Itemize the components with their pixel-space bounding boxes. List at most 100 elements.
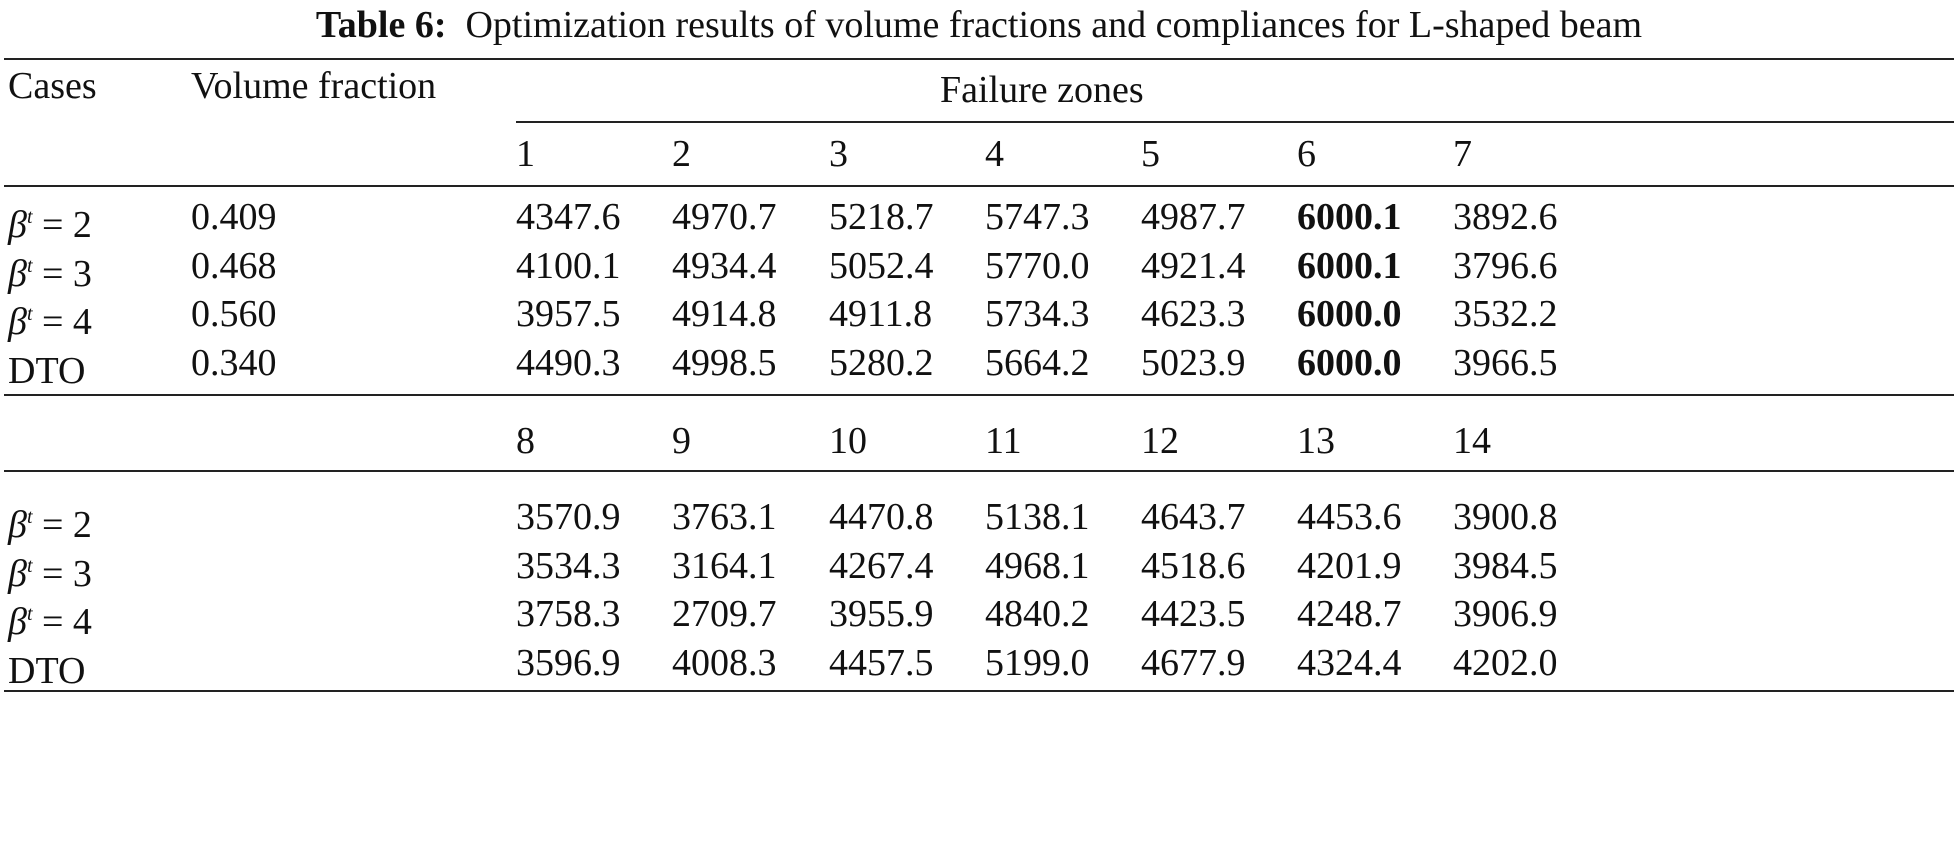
compliance-cell: 3984.5: [1453, 545, 1558, 587]
compliance-cell: 5023.9: [1141, 342, 1246, 384]
compliance-cell: 4998.5: [672, 342, 777, 384]
case-symbol: β: [8, 601, 27, 643]
compliance-cell: 4987.7: [1141, 196, 1246, 238]
caption-label: Table 6:: [315, 4, 447, 46]
compliance-cell: 3955.9: [829, 593, 934, 635]
compliance-cell: 4470.8: [829, 496, 934, 538]
compliance-cell: 3892.6: [1453, 196, 1558, 238]
compliance-cell: 3900.8: [1453, 496, 1558, 538]
compliance-cell: 3534.3: [516, 545, 621, 587]
volume-fraction-cell: 0.340: [191, 342, 277, 384]
zone-header: 6: [1297, 133, 1316, 175]
caption-text: Optimization results of volume fractions…: [465, 4, 1643, 46]
zone-header: 3: [829, 133, 848, 175]
compliance-cell: 5199.0: [985, 642, 1090, 684]
volume-fraction-cell: 0.409: [191, 196, 277, 238]
compliance-cell: 4324.4: [1297, 642, 1402, 684]
case-value: = 3: [32, 253, 92, 295]
case-superscript: t: [26, 255, 33, 277]
compliance-cell: 5138.1: [985, 496, 1090, 538]
case-value: = 4: [32, 601, 92, 643]
top-rule: [4, 58, 1954, 60]
compliance-cell: 3164.1: [672, 545, 777, 587]
mid-header-bottom-rule: [4, 470, 1954, 472]
case-superscript: t: [26, 603, 33, 625]
compliance-cell: 2709.7: [672, 593, 777, 635]
case-superscript: t: [26, 506, 33, 528]
compliance-cell: 4968.1: [985, 545, 1090, 587]
compliance-cell: 4921.4: [1141, 245, 1246, 287]
bottom-rule: [4, 690, 1954, 692]
compliance-cell: 4840.2: [985, 593, 1090, 635]
compliance-cell: 4518.6: [1141, 545, 1246, 587]
zone-header: 7: [1453, 133, 1472, 175]
compliance-cell: 3796.6: [1453, 245, 1558, 287]
compliance-cell: 4267.4: [829, 545, 934, 587]
zone-header: 13: [1297, 420, 1335, 462]
compliance-cell: 4643.7: [1141, 496, 1246, 538]
case-label: DTO: [8, 340, 85, 394]
case-value: = 2: [32, 204, 92, 246]
case-superscript: t: [26, 555, 33, 577]
compliance-cell: 4008.3: [672, 642, 777, 684]
compliance-cell: 3758.3: [516, 593, 621, 635]
compliance-cell: 5052.4: [829, 245, 934, 287]
compliance-cell: 5734.3: [985, 293, 1090, 335]
compliance-cell: 3532.2: [1453, 293, 1558, 335]
compliance-cell: 5280.2: [829, 342, 934, 384]
compliance-cell: 4623.3: [1141, 293, 1246, 335]
compliance-cell: 3957.5: [516, 293, 621, 335]
case-label: βt = 4: [8, 591, 92, 645]
zone-header: 14: [1453, 420, 1491, 462]
compliance-cell: 4911.8: [829, 293, 933, 335]
failure-zones-underline: [516, 121, 1954, 123]
compliance-cell: 4490.3: [516, 342, 621, 384]
case-label: DTO: [8, 640, 85, 694]
zone-header: 11: [985, 420, 1022, 462]
case-label: βt = 2: [8, 194, 92, 248]
zone-header: 2: [672, 133, 691, 175]
zone-header: 9: [672, 420, 691, 462]
zone-header: 10: [829, 420, 867, 462]
compliance-cell: 6000.1: [1297, 245, 1402, 287]
case-value: = 2: [32, 504, 92, 546]
case-symbol: β: [8, 504, 27, 546]
case-value: = 3: [32, 553, 92, 595]
case-label: βt = 2: [8, 494, 92, 548]
case-label: βt = 4: [8, 291, 92, 345]
compliance-cell: 4100.1: [516, 245, 621, 287]
compliance-cell: 4457.5: [829, 642, 934, 684]
compliance-cell: 4248.7: [1297, 593, 1402, 635]
header-cases: Cases: [8, 65, 97, 107]
case-superscript: t: [26, 303, 33, 325]
compliance-cell: 4202.0: [1453, 642, 1558, 684]
compliance-cell: 4914.8: [672, 293, 777, 335]
header-volume-fraction: Volume fraction: [191, 65, 437, 107]
compliance-cell: 3570.9: [516, 496, 621, 538]
compliance-cell: 4970.7: [672, 196, 777, 238]
case-symbol: β: [8, 253, 27, 295]
compliance-cell: 4347.6: [516, 196, 621, 238]
volume-fraction-cell: 0.468: [191, 245, 277, 287]
compliance-cell: 4423.5: [1141, 593, 1246, 635]
case-symbol: β: [8, 301, 27, 343]
mid-rule: [4, 394, 1954, 396]
compliance-cell: 6000.1: [1297, 196, 1402, 238]
header-failure-zones: Failure zones: [940, 69, 1144, 111]
zone-header: 8: [516, 420, 535, 462]
case-value: DTO: [8, 650, 86, 692]
case-symbol: β: [8, 204, 27, 246]
compliance-cell: 3763.1: [672, 496, 777, 538]
case-value: = 4: [32, 301, 92, 343]
compliance-cell: 5770.0: [985, 245, 1090, 287]
zone-header: 12: [1141, 420, 1179, 462]
zone-header: 4: [985, 133, 1004, 175]
zone-header: 5: [1141, 133, 1160, 175]
compliance-cell: 6000.0: [1297, 293, 1402, 335]
compliance-cell: 4453.6: [1297, 496, 1402, 538]
case-symbol: β: [8, 553, 27, 595]
case-superscript: t: [26, 206, 33, 228]
header-bottom-rule: [4, 185, 1954, 187]
volume-fraction-cell: 0.560: [191, 293, 277, 335]
compliance-cell: 4677.9: [1141, 642, 1246, 684]
